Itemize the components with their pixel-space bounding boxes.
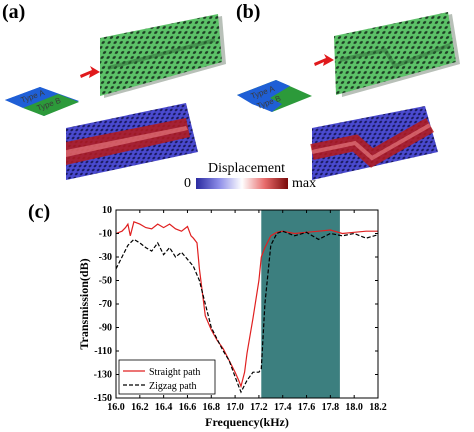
x-axis-label: Frequency(kHz) xyxy=(205,415,289,429)
plate-a-top xyxy=(100,14,226,98)
x-tick-label: 18.0 xyxy=(345,402,363,413)
bandgap-band xyxy=(261,210,340,398)
y-axis-label: Transmission(dB) xyxy=(77,258,91,349)
y-tick-label: -70 xyxy=(99,299,112,310)
panel-label-b: (b) xyxy=(236,1,261,23)
x-tick-label: 16.6 xyxy=(179,402,197,413)
x-tick-label: 16.8 xyxy=(203,402,221,413)
excitation-arrow-a xyxy=(80,66,100,78)
colorbar-max-label: max xyxy=(292,176,317,191)
y-tick-label: -130 xyxy=(94,370,112,381)
displacement-field-a xyxy=(66,103,198,180)
x-tick-label: 16.4 xyxy=(155,402,173,413)
y-tick-label: -110 xyxy=(94,346,112,357)
x-tick-label: 18.2 xyxy=(369,402,387,413)
plate-b-top xyxy=(334,12,460,97)
y-tick-label: -50 xyxy=(99,276,112,287)
x-tick-label: 17.0 xyxy=(226,402,244,413)
displacement-field-b xyxy=(310,106,438,180)
y-tick-label: 10 xyxy=(102,205,112,216)
x-tick-label: 17.2 xyxy=(250,402,268,413)
excitation-arrow-b xyxy=(314,54,334,66)
legend-entry: Straight path xyxy=(149,367,200,378)
legend-box xyxy=(118,359,216,395)
y-tick-label: -90 xyxy=(99,323,112,334)
y-tick-label: -150 xyxy=(94,393,112,404)
y-tick-label: -30 xyxy=(99,252,112,263)
colorbar-title: Displacement xyxy=(208,161,285,176)
type-block-b: Type A Type B xyxy=(237,80,312,112)
x-tick-label: 17.6 xyxy=(298,402,316,413)
x-tick-label: 17.8 xyxy=(322,402,340,413)
colorbar xyxy=(196,178,288,189)
x-tick-label: 16.0 xyxy=(107,402,125,413)
series-line-zigzag xyxy=(115,230,379,394)
transmission-chart: 16.0 16.2 16.4 16.6 16.8 17.0 17.2 17.4 17.6 17.8… xyxy=(77,205,387,429)
x-tick-label: 16.2 xyxy=(131,402,149,413)
structure-illustrations: Type A Type B Type A Type B xyxy=(5,12,460,189)
panel-label-a: (a) xyxy=(2,1,26,23)
y-tick-label: -10 xyxy=(99,229,112,240)
colorbar-min-label: 0 xyxy=(184,176,191,191)
legend-entry: Zigzag path xyxy=(149,381,196,392)
type-block-a: Type A Type B xyxy=(5,87,79,116)
series-line-straight xyxy=(115,220,378,389)
panel-label-c: (c) xyxy=(28,201,51,223)
x-tick-label: 17.4 xyxy=(274,402,292,413)
